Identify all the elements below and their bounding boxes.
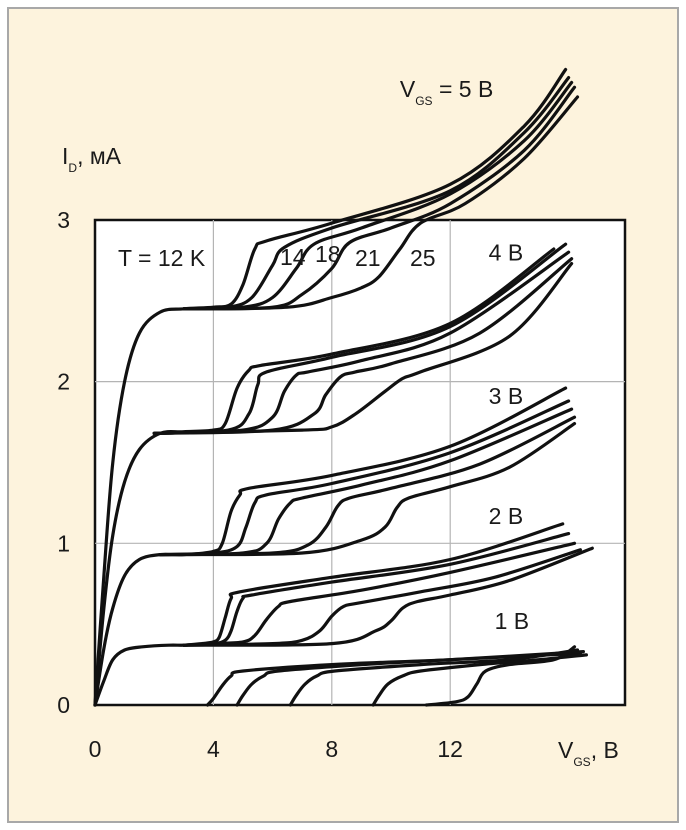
series-curve-1-5 [424,645,577,707]
series-curve-3-3 [158,407,574,557]
series-curve-3-5 [158,422,577,557]
y-axis-label: ID, мА [62,143,122,175]
series-curve-4-1 [93,247,556,707]
x-tick-label: 0 [89,736,102,762]
series-curves [93,67,594,707]
series-curve-1-4 [371,653,588,707]
y-axis-label-main: I [62,143,68,169]
family-label-2: 2 В [489,503,524,529]
curve-label-14: 14 [280,244,306,270]
x-tick-labels: 0 4 8 12 [89,736,463,762]
family-label-4: 4 В [489,239,524,265]
curve-label-18: 18 [315,241,341,267]
series-curve-3-1 [93,386,568,707]
series-curve-5-5 [182,95,580,311]
curve-label-21: 21 [355,245,381,271]
x-tick-label: 12 [437,736,463,762]
x-tick-label: 8 [325,736,338,762]
family-label-5: VGS = 5 В [400,76,493,108]
y-tick-label: 2 [57,369,70,395]
x-axis-label-main: V [558,737,574,763]
y-tick-label: 3 [57,207,70,233]
temperature-curve-labels: 14 18 21 25 [280,241,436,271]
series-curve-5-3 [182,80,574,311]
series-curve-2-4 [182,548,582,647]
x-axis-label-sub: GS [573,755,590,769]
series-curve-5-2 [182,76,571,311]
family-label-1: 1 В [495,608,530,634]
series-curve-4-3 [152,250,571,435]
x-axis-label-unit: , В [591,737,619,763]
y-tick-labels: 0 1 2 3 [57,207,70,718]
x-tick-label: 4 [207,736,220,762]
series-curve-4-5 [152,262,574,435]
series-curve-5-4 [182,85,577,311]
series-curve-1-2 [235,650,585,707]
series-curve-2-5 [182,546,594,647]
series-curve-4-2 [152,242,568,435]
y-tick-label: 0 [57,692,70,718]
x-axis-label: VGS, В [558,737,619,769]
temperature-annotation: T = 12 K [118,245,206,271]
y-axis-label-sub: D [68,161,77,175]
series-curve-1-3 [288,648,580,707]
curve-label-25: 25 [410,245,436,271]
series-curve-3-2 [158,399,571,557]
y-axis-label-unit: , мА [77,143,122,169]
series-curve-2-3 [182,541,577,647]
y-tick-label: 1 [57,530,70,556]
plot-background [93,218,627,707]
family-labels: 1 В 2 В 3 В 4 В VGS = 5 В [400,76,529,634]
family-label-3: 3 В [489,383,524,409]
series-curve-2-1 [93,522,565,707]
plot-area [93,67,627,707]
